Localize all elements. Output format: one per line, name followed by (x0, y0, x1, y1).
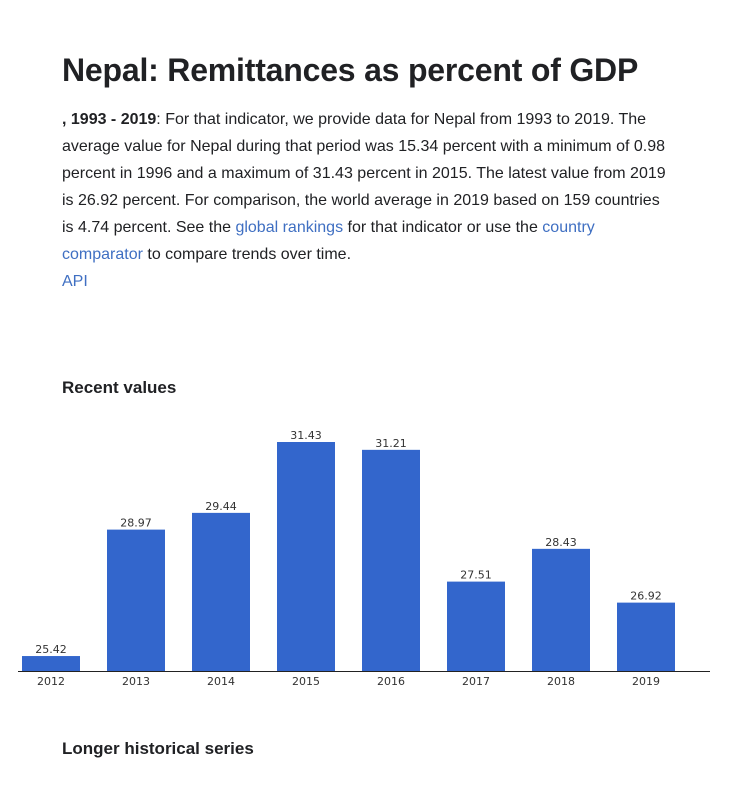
intro-text-part1: : For that indicator, we provide data fo… (62, 111, 666, 236)
page-title: Nepal: Remittances as percent of GDP (62, 52, 639, 88)
recent-values-chart: 25.42 2012 28.97 2013 29.44 2014 31.43 2015 31.2… (18, 429, 710, 688)
x-tick-label-2013: 2013 (122, 675, 150, 688)
x-tick-label-2014: 2014 (207, 675, 235, 688)
bar-2017[interactable] (447, 581, 505, 671)
bar-2013[interactable] (107, 529, 165, 671)
value-label-2015: 31.43 (290, 429, 322, 442)
x-tick-label-2019: 2019 (632, 675, 660, 688)
value-label-2014: 29.44 (205, 500, 237, 513)
bar-2018[interactable] (532, 548, 590, 671)
intro-text-part2: for that indicator or use the (343, 219, 543, 236)
api-link[interactable]: API (62, 273, 88, 290)
bar-2019[interactable] (617, 602, 675, 671)
x-tick-label-2012: 2012 (37, 675, 65, 688)
recent-values-heading: Recent values (62, 378, 177, 397)
bar-2016[interactable] (362, 449, 420, 671)
value-label-2013: 28.97 (120, 517, 152, 530)
value-label-2018: 28.43 (545, 536, 577, 549)
x-tick-label-2015: 2015 (292, 675, 320, 688)
value-label-2019: 26.92 (630, 590, 662, 603)
x-tick-label-2016: 2016 (377, 675, 405, 688)
x-tick-label-2017: 2017 (462, 675, 490, 688)
value-label-2012: 25.42 (35, 643, 67, 656)
value-label-2016: 31.21 (375, 437, 407, 450)
bar-2012[interactable] (22, 656, 80, 671)
intro-paragraph: , 1993 - 2019: For that indicator, we pr… (62, 106, 672, 295)
bar-2014[interactable] (192, 512, 250, 671)
value-label-2017: 27.51 (460, 569, 492, 582)
intro-text-part3: to compare trends over time. (142, 246, 352, 263)
country-comparator-link[interactable]: country comparator (62, 219, 595, 263)
global-rankings-link[interactable]: global rankings (235, 219, 344, 236)
bar-2015[interactable] (277, 442, 335, 671)
x-tick-label-2018: 2018 (547, 675, 575, 688)
article-content: Nepal: Remittances as percent of GDP , 1… (62, 50, 672, 295)
intro-year-range: , 1993 - 2019 (62, 111, 157, 128)
historical-series-heading: Longer historical series (62, 739, 254, 758)
